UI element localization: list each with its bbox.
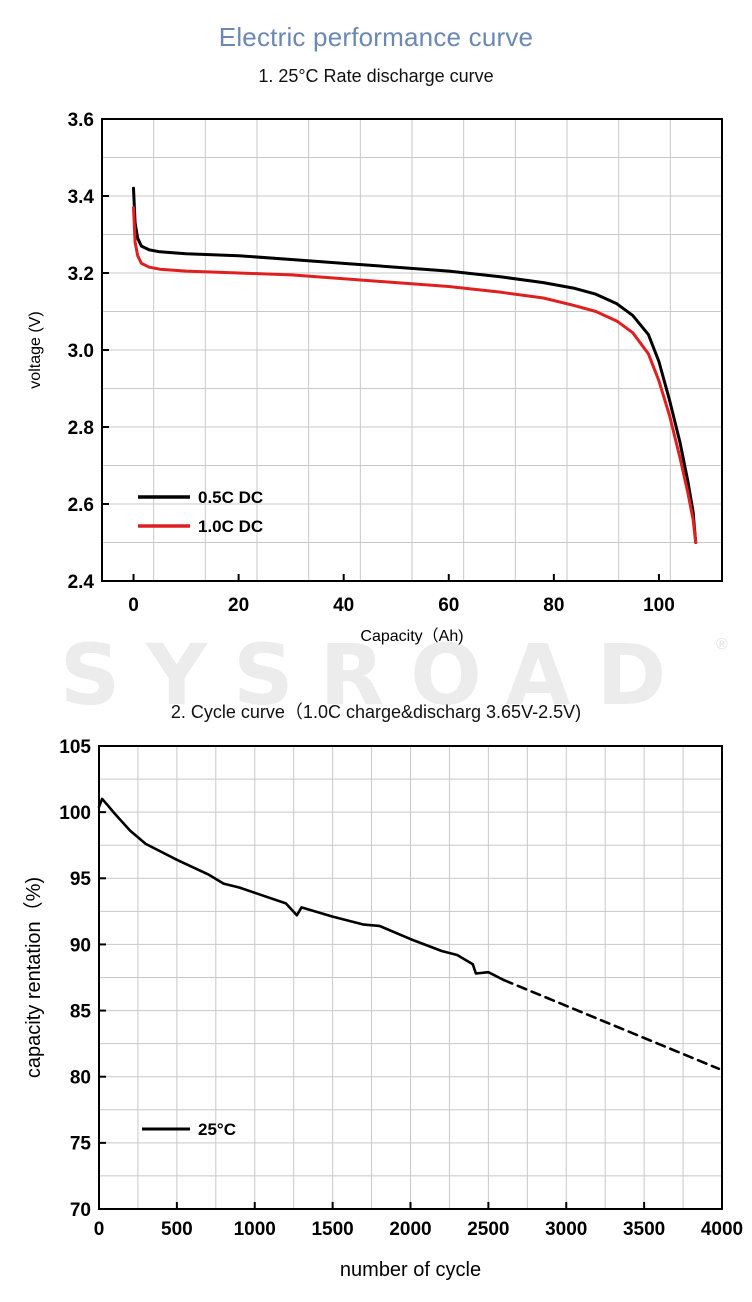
series-line — [132, 206, 698, 544]
x-axis-label: number of cycle — [340, 1259, 481, 1281]
brand-watermark: SYSROAD — [59, 626, 693, 724]
y-tick-label: 2.4 — [68, 572, 95, 593]
series-line — [132, 186, 698, 544]
projection-line — [502, 978, 721, 1071]
y-axis-label: capacity rentation（%) — [22, 877, 45, 1078]
y-tick-label: 3.4 — [68, 187, 95, 208]
cycle-section-title: 2. Cycle curve（1.0C charge&discharg 3.65… — [170, 702, 582, 722]
x-tick-label: 4000 — [701, 1219, 743, 1240]
y-tick-label: 2.8 — [68, 418, 94, 439]
discharge-section-title: 1. 25°C Rate discharge curve — [258, 66, 494, 86]
x-tick-label: 2000 — [389, 1219, 431, 1240]
plot-frame — [101, 118, 723, 582]
x-tick-label: 1000 — [234, 1219, 276, 1240]
plot-frame — [98, 745, 723, 1210]
x-tick-label: 3500 — [623, 1219, 665, 1240]
x-tick-label: 500 — [161, 1219, 193, 1240]
x-axis-label: Capacity（Ah) — [360, 627, 463, 645]
y-tick-label: 3.2 — [68, 264, 94, 285]
x-tick-label: 40 — [333, 595, 354, 616]
legend-label: 0.5C DC — [198, 488, 263, 507]
y-tick-label: 75 — [70, 1134, 92, 1155]
grid — [98, 745, 723, 1210]
y-tick-label: 2.6 — [68, 495, 94, 516]
x-tick-label: 0 — [128, 595, 139, 616]
legend-label: 25°C — [198, 1120, 236, 1139]
page-title: Electric performance curve — [218, 22, 534, 52]
x-tick-label: 1500 — [311, 1219, 353, 1240]
x-tick-label: 3000 — [545, 1219, 587, 1240]
discharge-chart: 0 20 40 60 80 100 2.4 2.6 2.8 3.0 3.2 3.4 3.6 Capacit… — [27, 110, 723, 645]
y-axis-label: voltage (V) — [27, 311, 44, 388]
x-tick-label: 80 — [543, 595, 564, 616]
x-tick-label: 60 — [438, 595, 459, 616]
y-tick-label: 105 — [59, 737, 91, 758]
y-tick-label: 70 — [70, 1200, 91, 1221]
y-tick-label: 80 — [70, 1068, 91, 1089]
y-tick-label: 3.6 — [68, 110, 94, 131]
legend-label: 1.0C DC — [198, 517, 263, 536]
y-tick-label: 90 — [70, 935, 91, 956]
y-tick-label: 95 — [70, 869, 92, 890]
x-tick-label: 20 — [228, 595, 249, 616]
series-line — [97, 797, 506, 982]
registered-mark: ® — [716, 636, 728, 653]
y-tick-label: 100 — [59, 803, 91, 824]
y-tick-label: 85 — [70, 1001, 92, 1022]
x-tick-label: 2500 — [467, 1219, 509, 1240]
x-tick-label: 0 — [94, 1219, 105, 1240]
y-tick-label: 3.0 — [68, 341, 94, 362]
x-tick-label: 100 — [643, 595, 675, 616]
